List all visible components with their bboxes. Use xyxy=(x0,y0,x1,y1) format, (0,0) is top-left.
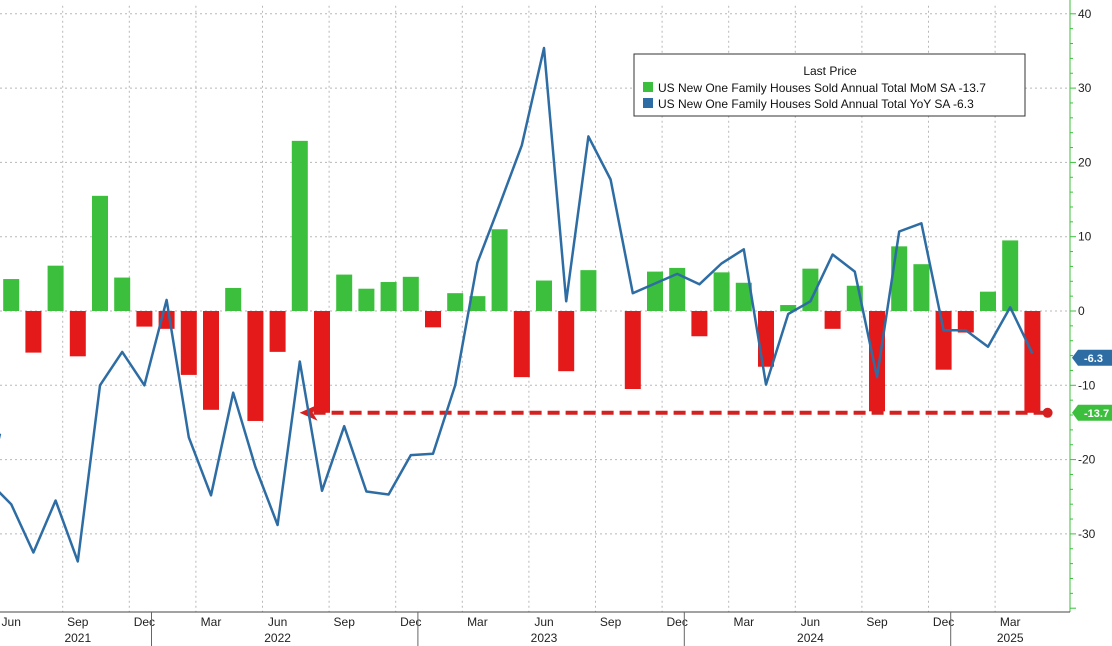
x-tick-label: Sep xyxy=(334,615,356,629)
reference-endpoint xyxy=(1042,407,1053,418)
y-tick-label: 40 xyxy=(1078,7,1092,21)
bar xyxy=(92,195,108,311)
value-badge xyxy=(1072,349,1112,366)
y-tick-label: 0 xyxy=(1078,304,1085,318)
bar xyxy=(758,311,774,367)
x-year-label: 2023 xyxy=(531,631,558,645)
bar xyxy=(558,311,575,372)
bar xyxy=(291,140,308,311)
bar xyxy=(336,274,353,311)
bar xyxy=(402,276,419,311)
x-tick-label: Sep xyxy=(67,615,89,629)
bar xyxy=(425,311,441,328)
line-series xyxy=(0,46,1034,563)
bar xyxy=(203,311,219,410)
bar xyxy=(647,271,663,311)
bar xyxy=(713,272,730,311)
y-tick-label: 10 xyxy=(1078,230,1092,244)
value-badge-label: -6.3 xyxy=(1084,353,1103,365)
y-axis: 40 30 20 10 0 -10 -20 -30 xyxy=(1069,0,1096,612)
bar xyxy=(669,267,686,311)
x-year-label: 2022 xyxy=(264,631,291,645)
bar xyxy=(780,305,797,311)
bar xyxy=(580,270,597,311)
bar xyxy=(891,246,908,311)
x-tick-label: Dec xyxy=(667,615,688,629)
x-year-label: 2025 xyxy=(997,631,1024,645)
legend-swatch xyxy=(643,98,653,108)
legend: Last Price US New One Family Houses Sold … xyxy=(633,53,1026,117)
bar xyxy=(691,311,708,337)
x-tick-label: Jun xyxy=(534,615,553,629)
bar xyxy=(180,311,197,375)
x-tick-label: Mar xyxy=(733,615,754,629)
bar xyxy=(447,293,464,311)
bar xyxy=(469,296,486,311)
bar xyxy=(491,229,508,311)
legend-entry: US New One Family Houses Sold Annual Tot… xyxy=(658,81,986,95)
bar xyxy=(25,311,42,353)
bar xyxy=(69,311,86,357)
bar xyxy=(314,311,330,413)
bar xyxy=(735,282,752,311)
x-tick-label: Mar xyxy=(467,615,488,629)
bar xyxy=(358,288,375,311)
value-badges: -6.3 -13.7 xyxy=(1072,349,1112,421)
x-tick-label: Jun xyxy=(2,615,21,629)
bar xyxy=(269,311,286,352)
reference-line xyxy=(299,404,1053,421)
x-tick-label: Dec xyxy=(400,615,421,629)
legend-box xyxy=(633,53,1026,117)
value-badge-label: -13.7 xyxy=(1084,408,1109,420)
bar xyxy=(802,268,819,311)
bar xyxy=(136,311,153,327)
x-tick-label: Dec xyxy=(933,615,954,629)
yoy-line xyxy=(0,46,1034,563)
x-tick-label: Mar xyxy=(1000,615,1021,629)
bar xyxy=(225,287,242,311)
x-tick-label: Sep xyxy=(866,615,888,629)
bar xyxy=(913,264,930,311)
bar xyxy=(980,291,996,311)
y-tick-label: -30 xyxy=(1078,527,1096,541)
y-tick-label: 30 xyxy=(1078,81,1092,95)
bar xyxy=(957,311,974,333)
y-tick-label: -10 xyxy=(1078,378,1096,392)
x-tick-label: Dec xyxy=(134,615,155,629)
bar xyxy=(624,311,641,390)
x-tick-label: Sep xyxy=(600,615,622,629)
bar xyxy=(1024,311,1041,413)
x-tick-label: Jun xyxy=(801,615,820,629)
y-tick-label: 20 xyxy=(1078,155,1092,169)
legend-entry: US New One Family Houses Sold Annual Tot… xyxy=(658,97,974,111)
x-year-label: 2024 xyxy=(797,631,824,645)
bar-series xyxy=(3,140,1041,421)
x-tick-label: Jun xyxy=(268,615,287,629)
bar xyxy=(1002,240,1019,311)
legend-title: Last Price xyxy=(803,64,857,78)
bar xyxy=(3,279,20,311)
bar xyxy=(935,311,952,370)
bar xyxy=(380,282,397,311)
legend-swatch xyxy=(643,82,653,92)
bar xyxy=(47,265,64,311)
x-year-label: 2021 xyxy=(64,631,91,645)
bar xyxy=(513,311,530,378)
bar xyxy=(114,277,131,311)
y-tick-label: -20 xyxy=(1078,453,1096,467)
x-tick-label: Mar xyxy=(201,615,222,629)
value-badge xyxy=(1072,404,1112,421)
bar xyxy=(824,311,841,329)
bar xyxy=(536,280,552,311)
bar xyxy=(247,311,264,421)
x-axis: Jun Sep Dec Mar Jun Sep Dec Mar Jun Sep Dec Mar Jun S… xyxy=(0,611,1070,646)
bar xyxy=(869,311,885,412)
